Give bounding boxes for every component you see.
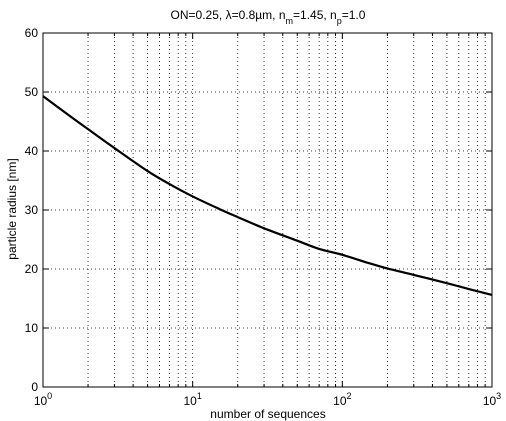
grid-lines: [43, 33, 492, 387]
x-tick-base: 10: [183, 394, 197, 408]
series-line: [42, 95, 493, 297]
x-tick-base: 10: [483, 394, 497, 408]
title-segment: =1.0: [342, 8, 366, 22]
y-axis-label: particle radius [nm]: [5, 158, 19, 259]
x-axis-label: number of sequences: [210, 407, 325, 421]
title-segment: ON=0.25,: [171, 8, 226, 22]
x-tick-exponent: 3: [496, 391, 501, 401]
y-tick-label: 50: [25, 85, 39, 99]
title-segment: =1.45, n: [293, 8, 337, 22]
y-tick-label: 0: [31, 380, 38, 394]
y-tick-label: 60: [25, 26, 39, 40]
x-tick-exponent: 2: [347, 391, 352, 401]
x-tick-label: 103: [483, 391, 501, 408]
x-tick-exponent: 1: [197, 391, 202, 401]
x-tick-label: 100: [34, 391, 52, 408]
title-segment: =0.8µm, n: [232, 8, 286, 22]
y-tick-label: 30: [25, 203, 39, 217]
y-tick-label: 20: [25, 262, 39, 276]
y-tick-label: 40: [25, 144, 39, 158]
y-tick-label: 10: [25, 321, 39, 335]
chart-title: ON=0.25, λ=0.8µm, nm=1.45, np=1.0: [171, 8, 366, 26]
axis-ticks: [43, 33, 492, 387]
x-tick-label: 101: [183, 391, 201, 408]
x-tick-base: 10: [333, 394, 347, 408]
title-subscript: p: [337, 16, 342, 26]
x-tick-base: 10: [34, 394, 48, 408]
data-series: [42, 95, 493, 297]
x-tick-exponent: 0: [47, 391, 52, 401]
title-subscript: m: [286, 16, 294, 26]
x-tick-label: 102: [333, 391, 351, 408]
title-segment: λ: [226, 8, 232, 22]
